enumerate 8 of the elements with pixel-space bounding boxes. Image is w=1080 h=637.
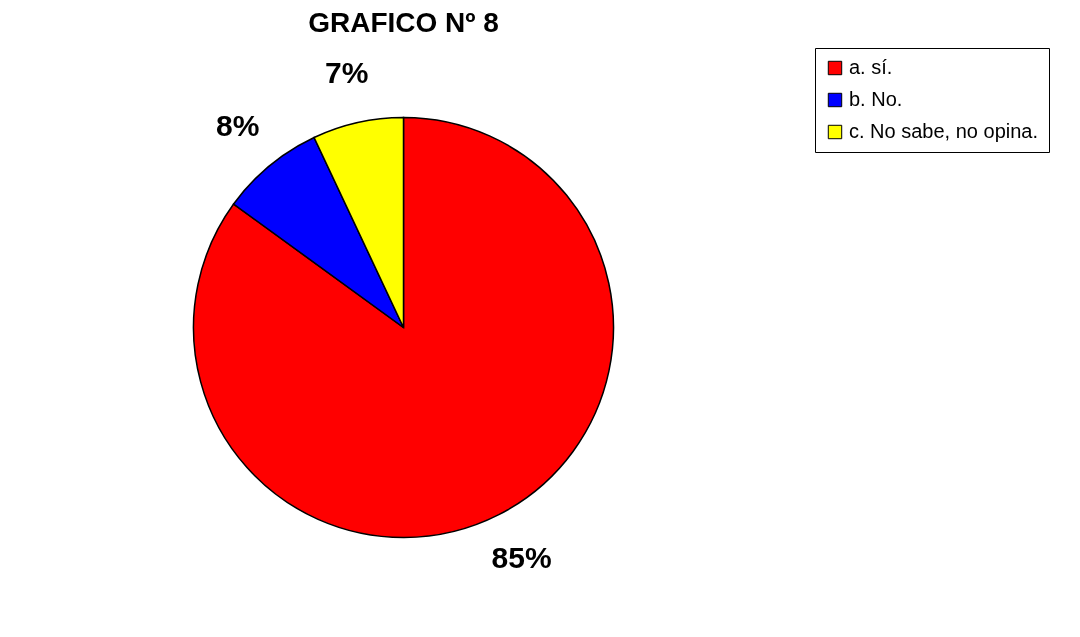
data-label: 85%: [491, 541, 552, 575]
legend-label: b. No.: [849, 88, 903, 110]
pie-slice: [192, 116, 615, 539]
data-label: 7%: [325, 55, 369, 89]
data-label: 8%: [216, 109, 260, 143]
chart-title: GRAFICO Nº 8: [308, 7, 499, 38]
legend-label: c. No sabe, no opina.: [849, 120, 1039, 142]
legend-label: a. sí.: [849, 56, 893, 78]
